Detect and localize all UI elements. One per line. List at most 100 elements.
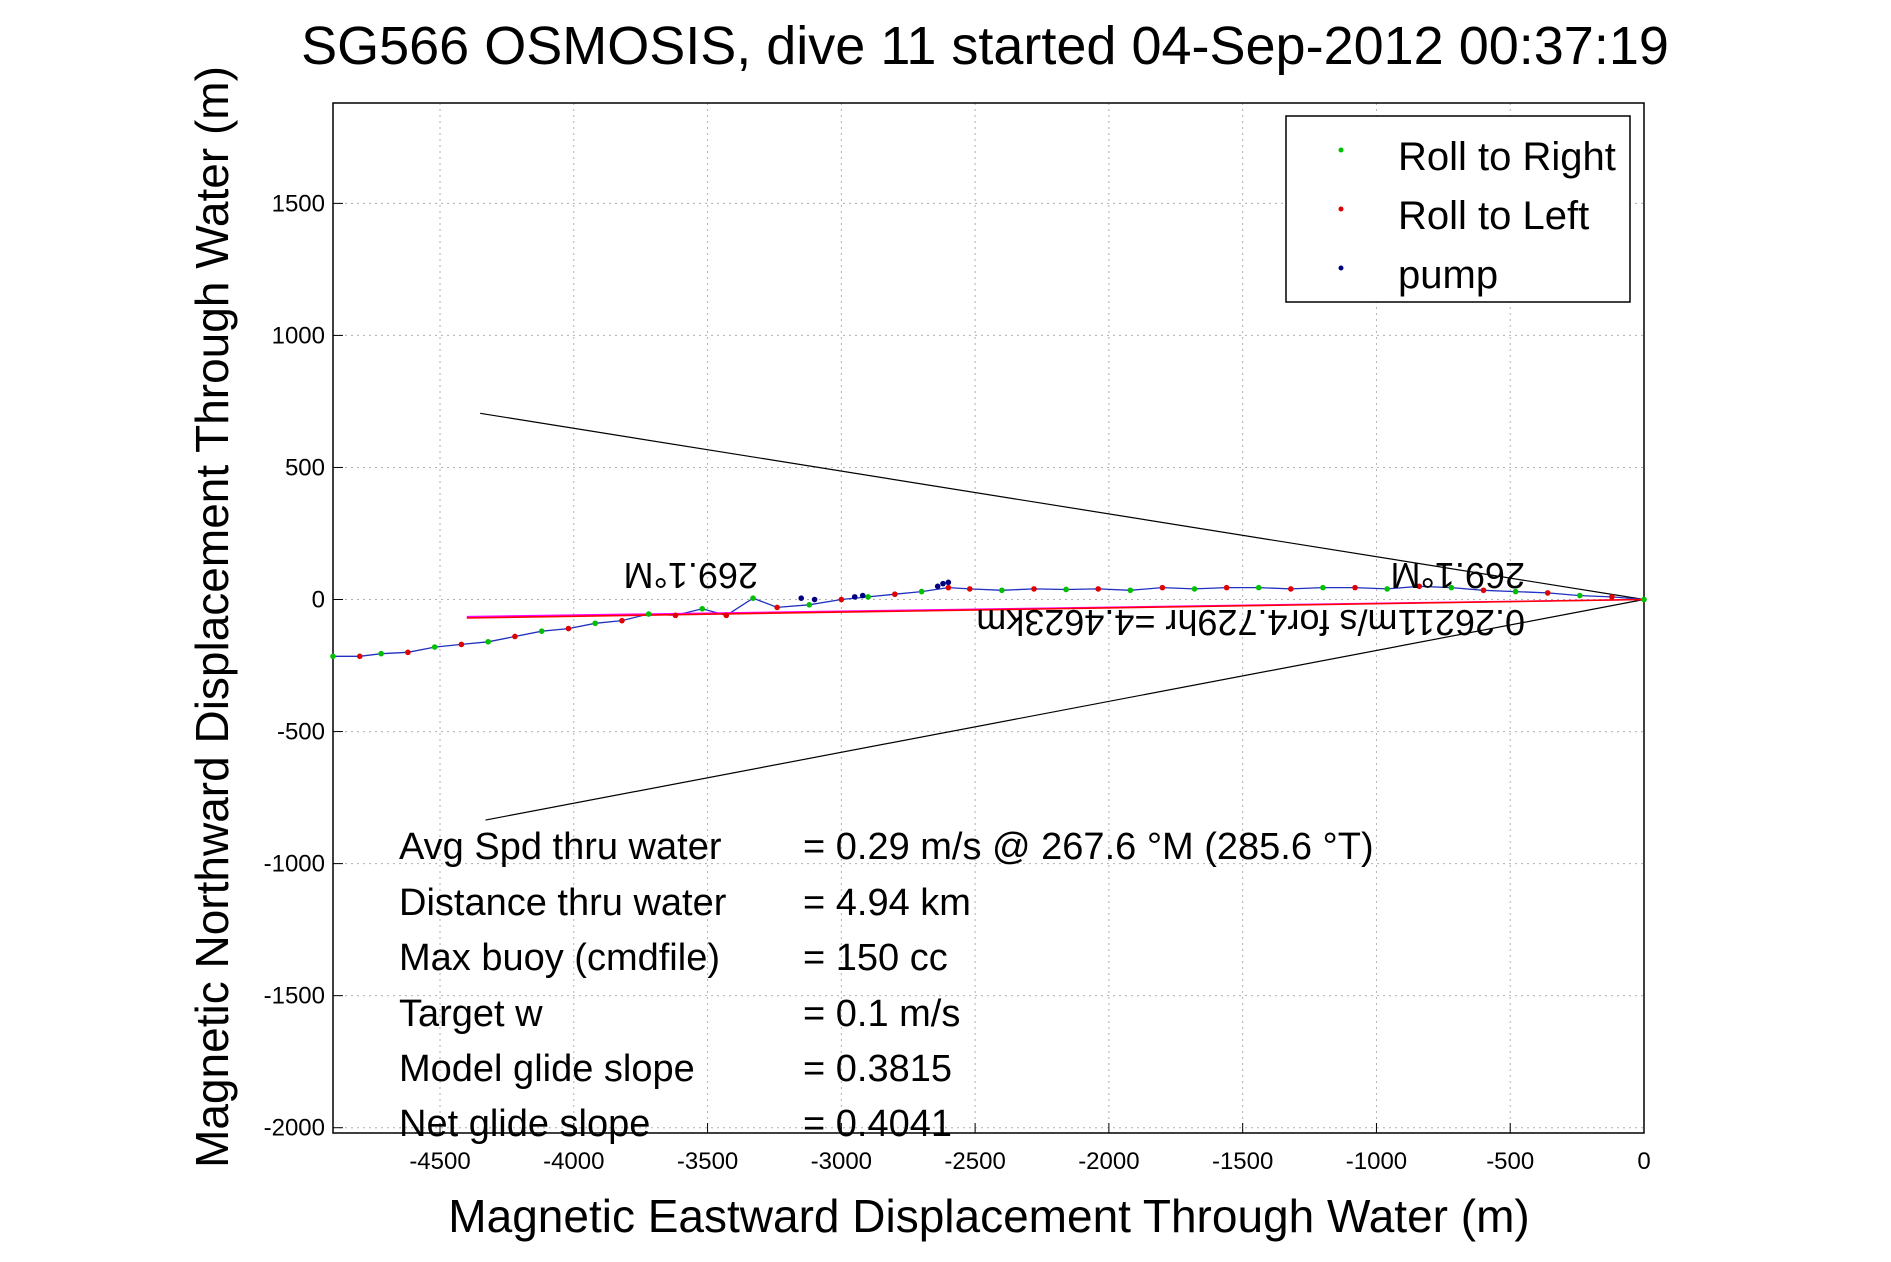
bearing-limit-line	[485, 598, 1645, 821]
stat-label-model-glide: Model glide slope	[399, 1048, 695, 1090]
y-tick-label: 1500	[272, 190, 325, 217]
x-tick-label: 0	[1637, 1148, 1650, 1175]
series-line-0	[333, 585, 1645, 657]
roll-right-point	[806, 601, 813, 608]
stat-value-avg-speed: = 0.29 m/s @ 267.6 °M (285.6 °T)	[803, 826, 1374, 868]
roll-right-point	[999, 587, 1005, 594]
y-tick-label: -2000	[264, 1115, 325, 1142]
series-layer	[333, 585, 1645, 657]
x-tick-label: -4500	[409, 1148, 470, 1175]
roll-left-point	[1159, 584, 1166, 591]
roll-left-point	[1095, 586, 1101, 592]
legend-marker-pump	[1338, 265, 1344, 271]
roll-left-point	[1352, 584, 1358, 591]
roll-left-point	[723, 612, 730, 619]
heading-annotation-right: 269.1°M	[1391, 555, 1525, 596]
roll-right-point	[1063, 586, 1069, 593]
roll-right-point	[1127, 587, 1134, 594]
stat-value-max-buoy: = 150 cc	[803, 937, 948, 979]
legend-label-pump: pump	[1398, 253, 1498, 297]
roll-left-point	[838, 596, 845, 603]
roll-right-point	[645, 611, 652, 617]
y-axis-label: Magnetic Northward Displacement Through …	[186, 66, 238, 1168]
roll-right-point	[592, 620, 598, 627]
roll-right-point	[378, 650, 384, 657]
x-tick-label: -4000	[543, 1148, 604, 1175]
roll-left-point	[1031, 586, 1037, 592]
plot-frame	[332, 102, 1645, 1134]
stat-value-target-w: = 0.1 m/s	[803, 993, 960, 1035]
x-tick-label: -3000	[811, 1148, 872, 1175]
stats-block: Avg Spd thru water = 0.29 m/s @ 267.6 °M…	[399, 826, 1374, 1145]
pump-point	[940, 580, 946, 587]
roll-left-point	[1480, 587, 1487, 594]
x-tick-label: -500	[1486, 1148, 1534, 1175]
roll-left-point	[405, 649, 411, 656]
roll-right-point	[485, 638, 491, 645]
pump-point	[859, 592, 866, 599]
pump-point	[945, 579, 952, 586]
stat-value-model-glide: = 0.3815	[803, 1048, 952, 1090]
current-annotation: 0.26211m/s for4.729hr =4.4623km	[976, 602, 1525, 643]
roll-left-point	[945, 584, 952, 591]
roll-right-point	[1512, 588, 1519, 595]
legend-label-roll-right: Roll to Right	[1398, 135, 1616, 179]
roll-left-point	[1544, 590, 1551, 596]
roll-left-point	[1416, 583, 1423, 590]
roll-left-point	[619, 617, 625, 624]
roll-left-point	[774, 604, 780, 611]
roll-right-point	[1576, 592, 1583, 599]
roll-left-point	[565, 625, 572, 632]
stat-label-net-glide: Net glide slope	[399, 1103, 650, 1145]
roll-right-point	[1641, 596, 1647, 603]
stat-label-distance: Distance thru water	[399, 882, 727, 924]
roll-right-point	[1384, 586, 1390, 592]
roll-right-point	[431, 644, 438, 650]
series-line-2	[466, 598, 1645, 619]
chart-title: SG566 OSMOSIS, dive 11 started 04-Sep-20…	[301, 16, 1669, 76]
roll-right-point	[330, 653, 336, 660]
legend: Roll to Right Roll to Left pump	[1285, 115, 1631, 303]
legend-marker-roll-left	[1338, 206, 1344, 212]
x-tick-label: -1000	[1346, 1148, 1407, 1175]
roll-right-point	[699, 605, 706, 612]
roll-left-point	[966, 586, 973, 592]
pump-point	[811, 596, 818, 603]
legend-marker-roll-right	[1338, 147, 1344, 153]
roll-right-point	[538, 628, 545, 635]
stat-label-target-w: Target w	[399, 993, 543, 1035]
pump-point	[934, 583, 941, 590]
stat-value-distance: = 4.94 km	[803, 882, 971, 924]
pump-point	[798, 595, 805, 601]
roll-left-point	[892, 591, 898, 598]
roll-right-point	[1191, 586, 1198, 592]
tick-layer: -4500 -4000 -3500 -3000 -2500 -2000 -1500 -1000…	[264, 190, 1651, 1175]
roll-left-point	[356, 653, 363, 660]
heading-annotation-left: 269.1°M	[624, 555, 758, 596]
marker-layer	[330, 579, 1647, 660]
y-tick-label: 0	[312, 587, 325, 614]
x-tick-label: -1500	[1212, 1148, 1273, 1175]
x-axis-label: Magnetic Eastward Displacement Through W…	[448, 1190, 1529, 1242]
y-tick-label: 1000	[272, 322, 325, 349]
roll-right-point	[750, 595, 756, 601]
x-tick-label: -3500	[677, 1148, 738, 1175]
roll-left-point	[512, 633, 518, 640]
stat-label-avg-speed: Avg Spd thru water	[399, 826, 722, 868]
roll-right-point	[1320, 584, 1326, 591]
y-tick-label: 500	[285, 454, 325, 481]
wedge-layer	[480, 412, 1645, 821]
roll-left-point	[672, 612, 679, 619]
pump-point	[851, 594, 858, 600]
y-tick-label: -500	[277, 719, 325, 746]
roll-left-point	[1609, 594, 1615, 600]
roll-right-point	[918, 588, 925, 595]
bearing-limit-line	[480, 412, 1645, 601]
stat-label-max-buoy: Max buoy (cmdfile)	[399, 937, 720, 979]
roll-left-point	[1223, 584, 1230, 591]
roll-left-point	[458, 641, 465, 648]
stat-value-net-glide: = 0.4041	[803, 1103, 952, 1145]
roll-right-point	[1448, 584, 1455, 591]
roll-left-point	[1288, 586, 1294, 592]
